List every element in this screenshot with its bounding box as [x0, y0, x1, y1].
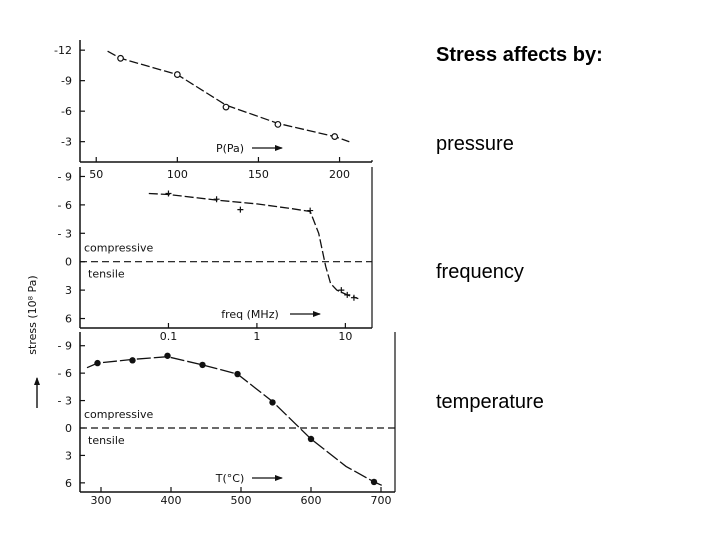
data-point — [164, 352, 171, 359]
trend-curve — [107, 50, 350, 143]
data-point — [199, 361, 206, 369]
bullet-temperature: temperature — [436, 391, 544, 413]
y-tick-label: 3 — [65, 284, 72, 297]
data-point — [269, 399, 276, 406]
tensile-label: tensile — [88, 268, 125, 281]
data-point — [173, 71, 181, 78]
y-tick-label: -12 — [54, 44, 72, 57]
bullet-frequency: frequency — [436, 261, 524, 283]
data-point — [94, 359, 101, 367]
y-tick-label: 0 — [65, 256, 72, 269]
x-tick-label: 1 — [253, 330, 260, 343]
data-point — [129, 357, 136, 364]
x-tick-label: 500 — [231, 494, 252, 507]
y-tick-label: - 9 — [58, 170, 72, 183]
shared-y-label: stress (10⁸ Pa) — [26, 275, 40, 408]
bullet-pressure: pressure — [436, 133, 514, 155]
x-axis-label: T(°C) — [215, 472, 244, 485]
tensile-label: tensile — [88, 434, 125, 447]
x-tick-label: 300 — [91, 494, 112, 507]
data-point — [338, 287, 345, 294]
data-point — [331, 133, 339, 140]
y-tick-label: - 3 — [58, 227, 72, 240]
y-tick-label: - 3 — [58, 395, 72, 408]
y-tick-label: 6 — [65, 477, 72, 490]
bullet-list: Stress affects by: pressure frequency te… — [436, 0, 720, 540]
x-tick-label: 10 — [338, 330, 352, 343]
x-tick-label: 400 — [161, 494, 182, 507]
x-tick-label: 150 — [248, 168, 269, 181]
y-tick-label: 3 — [65, 449, 72, 462]
slide-heading: Stress affects by: — [436, 44, 603, 66]
data-point — [370, 478, 378, 486]
x-tick-label: 50 — [89, 168, 103, 181]
frequency-panel: - 9 - 6 - 3 0 3 6 0.1 1 10 freq (MHz) compressive t… — [58, 167, 373, 343]
y-tick-label: - 9 — [58, 340, 72, 353]
data-point — [234, 370, 241, 378]
y-tick-label: 6 — [65, 313, 72, 326]
x-axis-label: freq (MHz) — [221, 308, 279, 321]
y-tick-label: -3 — [61, 136, 72, 149]
x-tick-label: 700 — [371, 494, 392, 507]
x-axis-label: P(Pa) — [216, 142, 244, 155]
data-point — [213, 196, 220, 203]
y-tick-label: - 6 — [58, 367, 72, 380]
y-tick-label: -9 — [61, 75, 72, 88]
y-axis-title: stress (10⁸ Pa) — [26, 275, 39, 354]
y-tick-label: -6 — [61, 105, 72, 118]
x-tick-label: 200 — [329, 168, 350, 181]
data-point — [222, 103, 230, 111]
data-point — [274, 120, 282, 128]
data-point — [344, 291, 351, 298]
data-point — [165, 190, 172, 197]
y-tick-label: 0 — [65, 422, 72, 435]
x-tick-label: 100 — [167, 168, 188, 181]
data-point — [350, 294, 357, 301]
pressure-panel: -12 -9 -6 -3 50 100 150 200 P(Pa) — [54, 40, 373, 181]
trend-curve — [148, 192, 359, 300]
x-tick-label: 0.1 — [160, 330, 178, 343]
compressive-label: compressive — [84, 242, 154, 255]
x-tick-label: 600 — [301, 494, 322, 507]
temperature-panel: - 9 - 6 - 3 0 3 6 300 400 500 600 700 T(°C) compress… — [58, 332, 396, 507]
data-point — [307, 207, 314, 214]
y-tick-label: - 6 — [58, 199, 72, 212]
data-point — [237, 206, 244, 213]
data-point — [307, 435, 315, 443]
data-point — [117, 54, 124, 62]
compressive-label: compressive — [84, 408, 154, 421]
